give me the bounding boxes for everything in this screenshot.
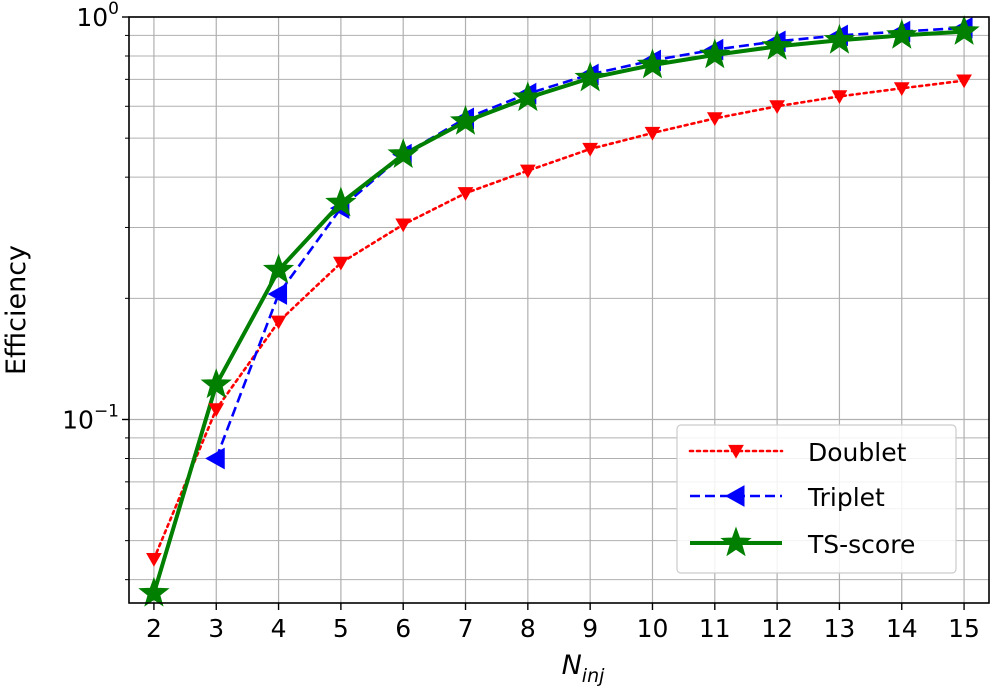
legend-box xyxy=(676,424,957,574)
x-tick-label: 2 xyxy=(146,614,162,643)
legend-marker-doublet xyxy=(728,444,744,459)
data-point-triplet xyxy=(267,283,288,305)
series-line-ts-score xyxy=(151,29,965,594)
data-point-doublet xyxy=(146,552,162,567)
legend-label-triplet: Triplet xyxy=(807,483,885,512)
data-point-ts-score xyxy=(512,81,544,112)
legend-label-ts-score: TS-score xyxy=(807,530,915,559)
y-tick-label-base: 10 xyxy=(76,3,108,32)
data-point-doublet xyxy=(457,187,474,201)
x-tick-label: 5 xyxy=(333,614,349,643)
y-axis-label: Efficiency xyxy=(1,245,32,375)
data-point-ts-score xyxy=(761,29,793,60)
data-point-doublet xyxy=(893,82,910,96)
x-tick-label: 3 xyxy=(208,614,224,643)
data-point-ts-score xyxy=(387,138,419,168)
series-line-doublet xyxy=(152,79,966,561)
y-tick-label: 100 xyxy=(76,0,119,32)
data-point-ts-score xyxy=(636,48,669,79)
x-axis-label: Ninj xyxy=(562,650,606,687)
x-tick-label: 9 xyxy=(582,614,598,643)
x-tick-label: 6 xyxy=(395,614,411,643)
y-tick-label-base: 10 xyxy=(62,405,94,434)
data-point-ts-score xyxy=(948,15,980,45)
legend: Doublet Triplet TS-score xyxy=(676,424,957,574)
data-point-doublet xyxy=(644,126,661,141)
x-tick-label: 14 xyxy=(886,614,918,643)
data-point-doublet xyxy=(270,315,287,330)
legend-label-doublet: Doublet xyxy=(808,438,907,467)
data-point-ts-score xyxy=(262,253,295,284)
x-tick-label: 15 xyxy=(948,614,980,643)
data-point-doublet xyxy=(333,256,349,271)
plot-frame xyxy=(128,16,990,604)
series-layer xyxy=(138,15,980,607)
x-tick-label: 7 xyxy=(458,614,474,643)
data-point-doublet xyxy=(208,403,225,417)
data-point-ts-score xyxy=(886,18,918,49)
legend-marker-ts-score xyxy=(720,526,752,557)
x-tick-label: 12 xyxy=(761,614,793,643)
data-point-doublet xyxy=(395,218,412,233)
x-tick-label: 4 xyxy=(271,614,287,643)
x-tick-label: 10 xyxy=(637,614,669,643)
data-point-doublet xyxy=(769,100,785,114)
legend-samples xyxy=(688,444,784,557)
data-point-ts-score xyxy=(325,186,357,217)
data-point-ts-score xyxy=(699,38,731,69)
data-point-ts-score xyxy=(138,576,170,607)
x-tick-label: 13 xyxy=(824,614,856,643)
x-axis-label-main: N xyxy=(562,650,582,681)
data-point-doublet xyxy=(519,164,536,179)
x-axis-label-sub: inj xyxy=(582,665,605,687)
y-tick-label-exponent: 0 xyxy=(108,0,119,19)
x-tick-label: 11 xyxy=(699,614,731,643)
data-point-doublet xyxy=(582,142,599,157)
data-point-ts-score xyxy=(449,105,482,135)
data-point-triplet xyxy=(205,447,225,470)
y-tick-label: 10−1 xyxy=(62,401,119,434)
data-point-doublet xyxy=(956,74,972,89)
data-point-ts-score xyxy=(823,23,856,54)
data-point-doublet xyxy=(831,90,848,105)
data-point-ts-score xyxy=(200,368,232,399)
legend-marker-triplet xyxy=(724,485,745,507)
data-point-doublet xyxy=(706,112,723,127)
x-tick-label: 8 xyxy=(520,614,536,643)
data-point-ts-score xyxy=(574,61,606,92)
y-tick-label-exponent: −1 xyxy=(94,401,119,421)
